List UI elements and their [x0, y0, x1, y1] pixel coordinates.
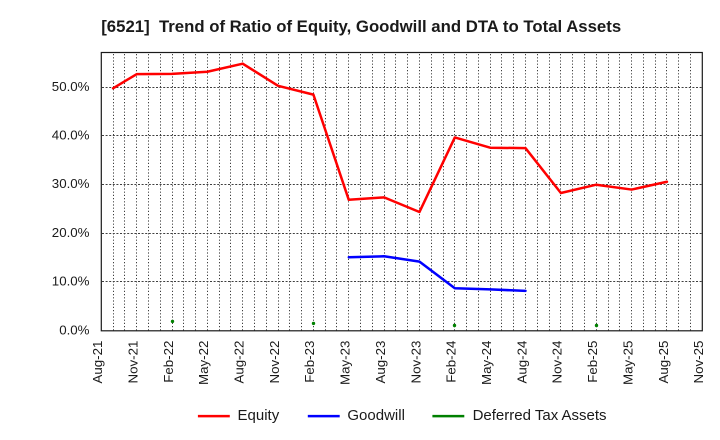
- svg-text:40.0%: 40.0%: [52, 128, 90, 143]
- svg-text:10.0%: 10.0%: [52, 274, 90, 289]
- svg-text:Aug-22: Aug-22: [232, 341, 247, 384]
- svg-text:May-22: May-22: [196, 341, 211, 385]
- svg-text:Feb-23: Feb-23: [302, 341, 317, 383]
- svg-text:Nov-25: Nov-25: [691, 341, 706, 384]
- svg-text:May-24: May-24: [479, 341, 494, 385]
- svg-text:Feb-25: Feb-25: [585, 341, 600, 383]
- svg-text:Aug-25: Aug-25: [656, 341, 671, 384]
- svg-text:Goodwill: Goodwill: [347, 407, 405, 424]
- svg-text:0.0%: 0.0%: [59, 322, 89, 337]
- svg-text:Nov-22: Nov-22: [267, 341, 282, 384]
- svg-text:Equity: Equity: [238, 407, 280, 424]
- svg-text:Feb-24: Feb-24: [444, 341, 459, 383]
- svg-text:50.0%: 50.0%: [52, 79, 90, 94]
- svg-text:May-25: May-25: [620, 341, 635, 385]
- svg-text:Deferred Tax Assets: Deferred Tax Assets: [473, 407, 607, 424]
- svg-text:Aug-23: Aug-23: [373, 341, 388, 384]
- svg-text:Nov-23: Nov-23: [408, 341, 423, 384]
- svg-text:[6521] Trend of Ratio of Equi: [6521] Trend of Ratio of Equity, Goodwil…: [101, 17, 621, 36]
- svg-text:Aug-21: Aug-21: [90, 341, 105, 384]
- svg-text:May-23: May-23: [338, 341, 353, 385]
- svg-text:20.0%: 20.0%: [52, 225, 90, 240]
- svg-text:Nov-24: Nov-24: [550, 341, 565, 384]
- svg-text:Aug-24: Aug-24: [514, 341, 529, 384]
- svg-text:Nov-21: Nov-21: [125, 341, 140, 384]
- svg-text:30.0%: 30.0%: [52, 176, 90, 191]
- svg-text:Feb-22: Feb-22: [161, 341, 176, 383]
